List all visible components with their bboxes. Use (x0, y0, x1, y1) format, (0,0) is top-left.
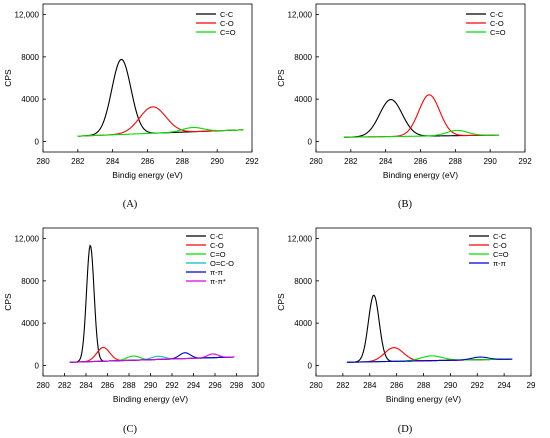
x-tick-label: 290 (483, 157, 497, 166)
x-tick-label: 294 (497, 381, 511, 390)
chart-panel-1: 280 282 284 286 288 290 292 0 4000 8000 12,000 Bind… (3, 3, 259, 210)
legend-label: C-C (493, 232, 507, 241)
y-tick-label: 8000 (21, 53, 39, 62)
y-tick-label: 4000 (21, 319, 39, 328)
x-tick-label: 284 (363, 381, 377, 390)
legend-label: π-π* (210, 277, 226, 286)
legend-label: C=O (493, 250, 509, 259)
x-tick-label: 300 (251, 381, 265, 390)
x-tick-label: 284 (379, 157, 393, 166)
panel-label: (D) (398, 424, 413, 435)
x-axis-label: Binding energy (eV) (383, 170, 458, 180)
x-axis-label: Binding energy (eV) (113, 394, 188, 404)
x-tick-label: 282 (71, 157, 85, 166)
x-tick-label: 294 (187, 381, 201, 390)
y-axis-label: CPS (276, 293, 286, 311)
x-tick-label: 292 (518, 157, 532, 166)
legend-label: π-π (210, 268, 223, 277)
legend-label: O=C-O (210, 259, 234, 268)
x-tick-label: 282 (336, 381, 350, 390)
legend-label: C-C (220, 10, 234, 19)
panel-label: (A) (123, 199, 138, 210)
x-tick-label: 286 (101, 381, 115, 390)
x-tick-label: 282 (58, 381, 72, 390)
y-tick-label: 12,000 (288, 11, 313, 20)
y-tick-label: 4000 (294, 95, 312, 104)
x-tick-label: 280 (309, 381, 323, 390)
y-tick-label: 8000 (21, 277, 39, 286)
x-tick-label: 292 (245, 157, 259, 166)
x-tick-label: 296 (208, 381, 222, 390)
x-tick-label: 29 (527, 381, 536, 390)
x-tick-label: 286 (414, 157, 428, 166)
y-axis-label: CPS (3, 69, 13, 87)
x-tick-label: 290 (144, 381, 158, 390)
x-tick-label: 288 (417, 381, 431, 390)
legend-label: π-π (493, 259, 506, 268)
legend-label: C=O (490, 28, 506, 37)
series-line-1 (346, 294, 513, 363)
series-line-1 (77, 58, 244, 137)
x-tick-label: 290 (210, 157, 224, 166)
series-line-2 (77, 106, 244, 137)
x-tick-label: 288 (176, 157, 190, 166)
y-tick-label: 4000 (21, 95, 39, 104)
x-tick-label: 280 (36, 157, 50, 166)
x-tick-label: 290 (444, 381, 458, 390)
chart-panel-2: 280 282 284 286 288 290 292 0 4000 8000 12,000 Bind… (276, 3, 532, 210)
legend-label: C-O (210, 241, 224, 250)
x-tick-label: 284 (79, 381, 93, 390)
x-tick-label: 284 (106, 157, 120, 166)
series-line-3 (77, 126, 244, 137)
x-tick-label: 282 (344, 157, 358, 166)
series-line-4 (346, 356, 513, 363)
y-tick-label: 0 (308, 361, 313, 370)
x-tick-label: 280 (36, 381, 50, 390)
series-line-2 (343, 94, 499, 138)
y-axis-label: CPS (276, 69, 286, 87)
y-axis-label: CPS (3, 293, 13, 311)
x-tick-label: 288 (449, 157, 463, 166)
series-line-6 (69, 353, 235, 363)
x-tick-label: 286 (141, 157, 155, 166)
series-line-3 (343, 129, 499, 138)
y-tick-label: 12,000 (288, 235, 313, 244)
y-tick-label: 4000 (294, 319, 312, 328)
x-tick-label: 292 (471, 381, 485, 390)
y-tick-label: 8000 (294, 277, 312, 286)
chart-panel-3: 280 282 284 286 288 290 292 294 296 298 300 0 4000 80… (3, 227, 265, 435)
legend-label: C-O (493, 241, 507, 250)
x-tick-label: 286 (390, 381, 404, 390)
y-tick-label: 0 (35, 137, 40, 146)
x-axis-label: Binding energy (eV) (386, 394, 461, 404)
legend-label: C-C (210, 232, 224, 241)
chart-panel-4: 280 282 284 286 288 290 292 294 2904000800012,00… (276, 227, 536, 435)
y-tick-label: 8000 (294, 53, 312, 62)
x-tick-label: 280 (309, 157, 323, 166)
y-tick-label: 0 (35, 361, 40, 370)
panel-label: (B) (398, 199, 413, 210)
y-tick-label: 12,000 (15, 11, 40, 20)
x-axis-label: Bindig energy (eV) (112, 170, 183, 180)
legend-label: C-O (490, 19, 504, 28)
x-tick-label: 298 (230, 381, 244, 390)
y-tick-label: 12,000 (15, 235, 40, 244)
panel-label: (C) (123, 424, 138, 435)
x-tick-label: 292 (165, 381, 179, 390)
legend-label: C-O (220, 19, 234, 28)
y-tick-label: 0 (308, 137, 313, 146)
plot-frame (42, 227, 259, 377)
x-tick-label: 288 (122, 381, 136, 390)
legend-label: C=O (210, 250, 226, 259)
legend-label: C=O (220, 28, 236, 37)
legend-label: C-C (490, 10, 504, 19)
